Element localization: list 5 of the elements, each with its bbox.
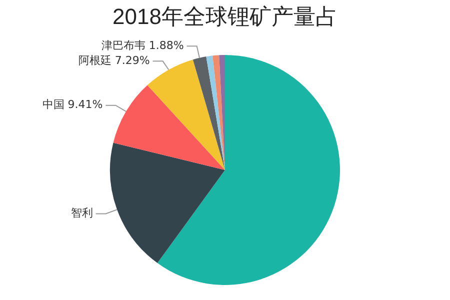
- chart-title: 2018年全球锂矿产量占: [112, 3, 338, 31]
- slice-label: 阿根廷 7.29%: [78, 54, 150, 68]
- slice-label: 津巴布韦 1.88%: [101, 39, 184, 52]
- slice-label: 智利: [70, 206, 93, 220]
- slice-label: 中国 9.41%: [42, 98, 103, 112]
